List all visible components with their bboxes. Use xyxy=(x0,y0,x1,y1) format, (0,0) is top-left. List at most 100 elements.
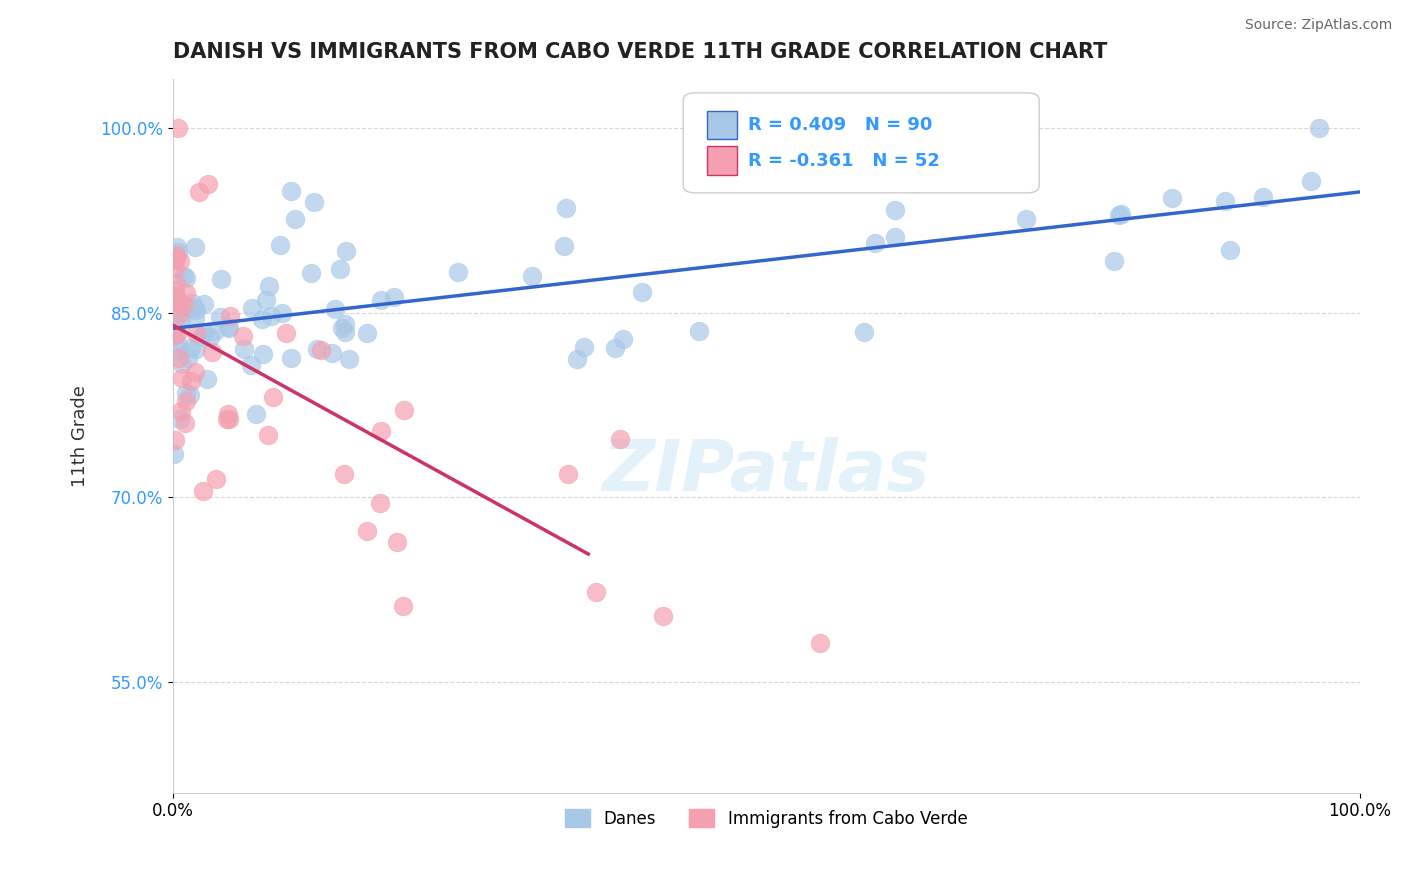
Point xyxy=(382,290,405,304)
Point xyxy=(1251,190,1274,204)
Point xyxy=(163,283,186,297)
Point xyxy=(257,428,280,442)
Point xyxy=(165,276,187,290)
Point xyxy=(302,195,325,210)
Point xyxy=(184,240,207,254)
Point xyxy=(184,311,207,326)
Point xyxy=(1308,120,1330,135)
Point xyxy=(240,301,263,315)
Point xyxy=(201,345,224,359)
Point xyxy=(553,238,575,252)
Point xyxy=(188,186,211,200)
Point xyxy=(205,472,228,486)
Point xyxy=(217,407,239,421)
Point xyxy=(191,329,214,343)
Text: Source: ZipAtlas.com: Source: ZipAtlas.com xyxy=(1244,18,1392,32)
Point xyxy=(254,293,277,308)
Point xyxy=(163,313,186,327)
Point xyxy=(392,599,415,613)
Point xyxy=(245,407,267,421)
Legend: Danes, Immigrants from Cabo Verde: Danes, Immigrants from Cabo Verde xyxy=(558,803,974,834)
Point xyxy=(1215,194,1237,208)
Point xyxy=(257,279,280,293)
Point xyxy=(323,302,346,317)
Point xyxy=(193,326,215,340)
Point xyxy=(260,310,283,324)
Point xyxy=(166,240,188,254)
Point xyxy=(565,352,588,367)
Point xyxy=(370,424,392,438)
Point xyxy=(299,267,322,281)
Point xyxy=(232,329,254,343)
Point xyxy=(333,325,356,339)
Point xyxy=(165,247,187,261)
Point xyxy=(183,365,205,379)
Point xyxy=(808,636,831,650)
Point xyxy=(688,324,710,338)
Point xyxy=(1219,244,1241,258)
Point xyxy=(652,609,675,624)
FancyBboxPatch shape xyxy=(707,146,737,175)
Point xyxy=(184,342,207,356)
Point xyxy=(307,343,329,357)
Point xyxy=(176,271,198,285)
Point xyxy=(1111,207,1133,221)
Point xyxy=(191,483,214,498)
Point xyxy=(276,326,298,340)
Text: DANISH VS IMMIGRANTS FROM CABO VERDE 11TH GRADE CORRELATION CHART: DANISH VS IMMIGRANTS FROM CABO VERDE 11T… xyxy=(173,42,1108,62)
FancyBboxPatch shape xyxy=(683,93,1039,193)
Point xyxy=(1108,208,1130,222)
Point xyxy=(1160,191,1182,205)
Point xyxy=(269,237,291,252)
Point xyxy=(195,372,218,386)
Point xyxy=(173,299,195,313)
Point xyxy=(176,351,198,365)
Point xyxy=(163,447,186,461)
Point xyxy=(335,244,357,258)
Point xyxy=(387,535,409,549)
Point xyxy=(853,325,876,339)
Point xyxy=(612,332,634,346)
Point xyxy=(174,285,197,300)
Point xyxy=(262,390,284,404)
Point xyxy=(332,467,354,481)
Point xyxy=(233,342,256,356)
Point xyxy=(173,416,195,430)
Point xyxy=(170,312,193,326)
Point xyxy=(280,184,302,198)
Point xyxy=(631,285,654,299)
Point xyxy=(184,302,207,317)
Point xyxy=(218,321,240,335)
Point xyxy=(356,326,378,340)
Point xyxy=(252,347,274,361)
Point xyxy=(585,584,607,599)
Point xyxy=(163,305,186,319)
Point xyxy=(170,357,193,371)
Point xyxy=(330,321,353,335)
Text: ZIPatlas: ZIPatlas xyxy=(603,437,929,506)
Point xyxy=(329,261,352,276)
Point xyxy=(172,371,194,385)
Point xyxy=(218,310,240,324)
Point xyxy=(208,310,231,324)
Point xyxy=(557,467,579,482)
Point xyxy=(240,359,263,373)
Point xyxy=(884,230,907,244)
Point xyxy=(1299,174,1322,188)
Point xyxy=(605,341,627,355)
Point xyxy=(167,351,190,365)
Point xyxy=(163,253,186,268)
Point xyxy=(333,317,356,331)
Point xyxy=(165,433,187,447)
Point xyxy=(173,268,195,283)
Text: R = 0.409   N = 90: R = 0.409 N = 90 xyxy=(748,116,932,134)
Point xyxy=(165,327,187,342)
Point xyxy=(169,307,191,321)
Point xyxy=(180,374,202,388)
Point xyxy=(218,412,240,426)
Point xyxy=(169,254,191,268)
Y-axis label: 11th Grade: 11th Grade xyxy=(72,384,89,486)
Point xyxy=(1015,212,1038,227)
Point xyxy=(167,336,190,351)
Point xyxy=(392,403,415,417)
